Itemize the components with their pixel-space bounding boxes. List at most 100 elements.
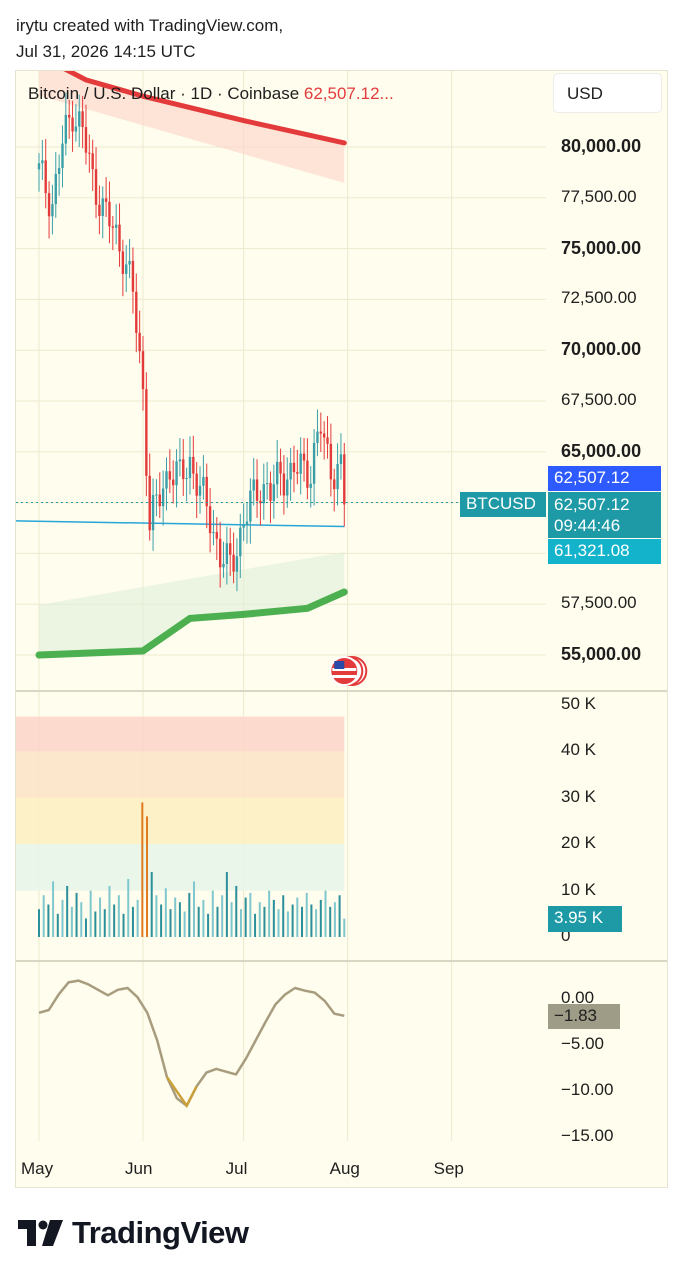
volume-bar-29 [174,897,177,937]
candle-body-61 [242,525,245,528]
bar-countdown: 09:44:46 [554,516,621,535]
candle-body-84 [319,431,323,434]
candle-body-0 [37,163,41,170]
volume-bar-17 [117,895,120,937]
candle-body-51 [208,506,212,534]
candle-body-3 [47,193,51,217]
volume-bar-48 [263,906,266,937]
price-axis-label-7: 57,500.00 [561,593,637,613]
us-flag-stripe-2 [332,675,357,678]
chart-frame[interactable]: Bitcoin / U.S. Dollar · 1D · Coinbase 62… [15,70,668,1188]
volume-bar-2 [47,904,50,937]
volume-bar-36 [207,913,210,937]
candle-body-70 [272,484,276,501]
volume-bar-27 [164,888,167,937]
volume-bar-43 [239,909,242,937]
current-price-value: 62,507.12 [554,495,630,514]
volume-bar-9 [80,902,83,937]
candle-body-60 [239,527,242,557]
volume-band-2 [16,797,345,845]
candle-body-73 [282,473,286,496]
candle-body-37 [161,488,165,507]
candle-body-41 [175,461,178,486]
current-price-tag: 62,507.12 09:44:46 [548,492,661,538]
candle-body-26 [125,264,128,274]
candle-body-85 [322,433,326,438]
volume-bar-12 [94,911,97,937]
time-axis-label-aug: Aug [329,1159,360,1178]
volume-band-1 [16,751,345,798]
volume-band-3 [16,844,345,891]
candle-body-91 [343,454,346,505]
volume-axis-label-2: 30 K [561,786,596,806]
volume-bar-52 [282,895,285,937]
volume-axis-label-5: 0 [561,926,571,945]
volume-bar-15 [108,885,111,937]
candle-body-2 [44,160,47,194]
candle-body-63 [249,490,252,522]
chart-canvas[interactable] [16,71,668,1188]
volume-bar-61 [324,890,327,937]
candle-body-38 [165,471,168,489]
volume-bar-55 [296,897,299,937]
volume-bar-38 [216,906,219,937]
volume-bar-25 [155,895,158,937]
symbol-legend[interactable]: Bitcoin / U.S. Dollar · 1D · Coinbase 62… [28,84,394,104]
candle-body-71 [275,461,279,485]
volume-bar-64 [338,895,341,937]
volume-bar-4 [56,913,59,937]
legend-price: 62,507.12... [303,84,394,103]
volume-bar-28 [169,909,172,937]
volume-bar-62 [329,906,332,937]
volume-axis-label-1: 40 K [561,740,596,760]
volume-bar-53 [286,911,289,937]
candle-body-58 [232,554,235,572]
candle-body-1 [41,160,44,164]
candle-body-46 [192,456,195,474]
oscillator-current-tag: −1.83 [548,1004,620,1029]
price-axis-label-3: 72,500.00 [561,288,637,308]
volume-bar-47 [258,902,261,937]
candle-body-30 [138,332,141,352]
candle-body-83 [316,431,319,443]
candle-body-36 [158,494,161,507]
volume-bar-20 [131,906,134,937]
candle-body-17 [94,169,98,205]
price-axis-label-8: 55,000.00 [561,644,642,664]
oscillator-axis-label-1: −5.00 [561,1034,605,1053]
tradingview-logo[interactable]: TradingView [18,1215,249,1251]
volume-bar-1 [42,895,45,937]
lower-band-line [35,588,348,659]
candle-body-25 [121,251,125,274]
upper-band-fill [39,71,345,183]
volume-bar-56 [301,906,304,937]
volume-bar-30 [178,902,181,937]
candle-body-74 [286,479,289,496]
volume-bar-22 [141,802,144,937]
candle-body-78 [299,453,302,474]
us-flag-canton [334,661,345,669]
volume-bar-58 [310,904,313,937]
volume-bar-7 [70,906,73,937]
candle-body-49 [202,476,205,486]
currency-selector[interactable]: USD [553,73,662,113]
candle-body-34 [151,495,155,531]
candle-body-4 [51,204,54,217]
time-axis-label-sep: Sep [433,1159,464,1178]
candle-body-69 [269,483,272,501]
candle-body-31 [141,351,145,390]
oscillator-axis-label-2: −10.00 [561,1080,614,1099]
tradingview-logo-text: TradingView [72,1215,249,1250]
candle-body-53 [215,532,219,539]
oscillator-axis-label-0: 0.00 [561,988,595,1007]
candle-body-42 [178,459,182,462]
price-axis-label-0: 80,000.00 [561,136,642,156]
tradingview-logo-icon [18,1220,63,1246]
us-flag-stripe-1 [332,668,357,671]
candle-body-72 [279,461,282,474]
volume-bar-57 [305,892,308,937]
volume-bar-10 [84,918,87,937]
candle-body-33 [148,475,151,531]
volume-bar-40 [225,872,228,937]
candle-body-57 [229,543,232,555]
